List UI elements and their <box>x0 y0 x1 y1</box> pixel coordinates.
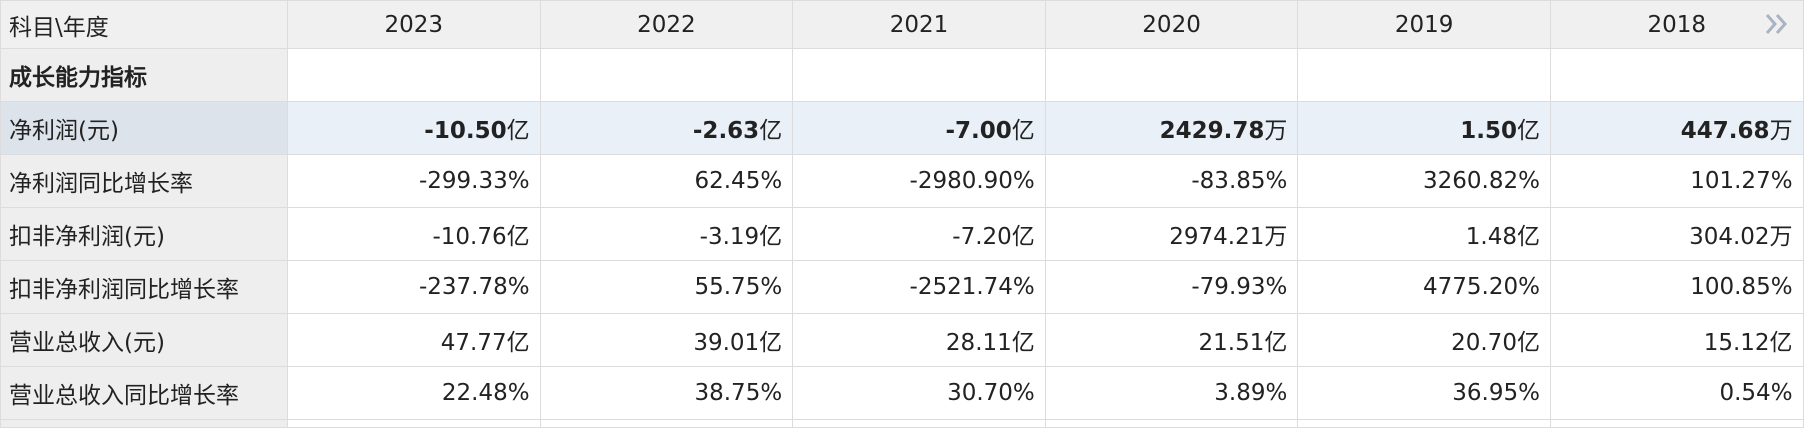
value-cell: 30.70% <box>792 366 1046 420</box>
value-cell: -83.85% <box>1044 154 1299 208</box>
value-number: -2.63 <box>692 118 760 144</box>
value-unit: 亿 <box>506 118 530 144</box>
data-row: 扣非净利润(元) -10.76亿 -3.19亿 -7.20亿 2974.21万 1.48亿… <box>0 207 1804 261</box>
value-cell: 15.12亿 <box>1549 313 1804 367</box>
value-cell: 1.50亿 <box>1297 101 1551 155</box>
value-number: 2429.78 <box>1159 118 1265 144</box>
row-label: 营业总收入(元) <box>0 313 288 367</box>
header-row: 科目\年度 2023 2022 2021 2020 2019 2018 <box>0 0 1804 49</box>
year-cell: 2020 <box>1044 0 1299 49</box>
data-row: 净利润同比增长率 -299.33% 62.45% -2980.90% -83.85% 32… <box>0 154 1804 208</box>
value-cell: -79.93% <box>1044 260 1299 314</box>
value-cell: -237.78% <box>287 260 541 314</box>
value-cell: -2.63亿 <box>539 101 794 155</box>
value-cell: 28.11亿 <box>792 313 1046 367</box>
data-row: 营业总收入(元) 47.77亿 39.01亿 28.11亿 21.51亿 20.70亿 15… <box>0 313 1804 367</box>
empty-cell <box>287 48 541 102</box>
value-cell: 20.70亿 <box>1297 313 1551 367</box>
value-cell: 22.48% <box>287 366 541 420</box>
empty-cell <box>1549 419 1804 428</box>
value-cell: -2521.74% <box>792 260 1046 314</box>
value-cell: -2980.90% <box>792 154 1046 208</box>
value-cell: 0.54% <box>1549 366 1804 420</box>
value-cell: 39.01亿 <box>539 313 794 367</box>
row-label: 扣非净利润同比增长率 <box>0 260 288 314</box>
year-cell: 2023 <box>287 0 541 49</box>
year-cell: 2021 <box>792 0 1046 49</box>
corner-cell: 科目\年度 <box>0 0 288 49</box>
value-unit: 亿 <box>1516 118 1540 144</box>
value-cell: 1.48亿 <box>1297 207 1551 261</box>
value-cell: 2974.21万 <box>1044 207 1299 261</box>
value-cell: -299.33% <box>287 154 541 208</box>
row-label: 净利润(元) <box>0 101 288 155</box>
empty-cell <box>1549 48 1804 102</box>
section-row: 成长能力指标 <box>0 48 1804 102</box>
value-unit: 万 <box>1769 118 1793 144</box>
value-number: 1.50 <box>1460 118 1517 144</box>
value-cell: 21.51亿 <box>1044 313 1299 367</box>
value-unit: 亿 <box>759 118 783 144</box>
value-cell: 101.27% <box>1549 154 1804 208</box>
data-row: 营业总收入同比增长率 22.48% 38.75% 30.70% 3.89% 36.95% 0… <box>0 366 1804 420</box>
value-cell: -3.19亿 <box>539 207 794 261</box>
year-cell: 2022 <box>539 0 794 49</box>
row-label: 营业总收入同比增长率 <box>0 366 288 420</box>
value-cell: 4775.20% <box>1297 260 1551 314</box>
empty-cell <box>1044 419 1299 428</box>
more-button[interactable] <box>1764 12 1790 36</box>
row-label: 净利润同比增长率 <box>0 154 288 208</box>
value-cell: 100.85% <box>1549 260 1804 314</box>
value-cell: 447.68万 <box>1549 101 1804 155</box>
data-row: 扣非净利润同比增长率 -237.78% 55.75% -2521.74% -79.93%… <box>0 260 1804 314</box>
value-number: 447.68 <box>1680 118 1770 144</box>
value-cell: 36.95% <box>1297 366 1551 420</box>
value-cell: -10.50亿 <box>287 101 541 155</box>
highlight-row: 净利润(元) -10.50亿 -2.63亿 -7.00亿 2429.78万 1.50亿 44… <box>0 101 1804 155</box>
value-cell: -10.76亿 <box>287 207 541 261</box>
empty-cell <box>1044 48 1299 102</box>
value-cell: 38.75% <box>539 366 794 420</box>
empty-cell <box>1297 419 1551 428</box>
value-cell: 2429.78万 <box>1044 101 1299 155</box>
value-number: -7.00 <box>945 118 1012 144</box>
value-cell: 3.89% <box>1044 366 1299 420</box>
value-number: -10.50 <box>424 118 507 144</box>
value-cell: 304.02万 <box>1549 207 1804 261</box>
empty-cell <box>287 419 541 428</box>
partial-row <box>0 419 1804 428</box>
section-label: 成长能力指标 <box>0 48 288 102</box>
value-cell: -7.20亿 <box>792 207 1046 261</box>
year-cell: 2018 <box>1549 0 1804 49</box>
row-label: 扣非净利润(元) <box>0 207 288 261</box>
value-cell: 62.45% <box>539 154 794 208</box>
year-cell: 2019 <box>1297 0 1551 49</box>
value-unit: 万 <box>1264 118 1288 144</box>
empty-cell <box>539 419 794 428</box>
empty-cell <box>0 419 288 428</box>
value-cell: 3260.82% <box>1297 154 1551 208</box>
value-cell: -7.00亿 <box>792 101 1046 155</box>
value-cell: 47.77亿 <box>287 313 541 367</box>
value-unit: 亿 <box>1011 118 1035 144</box>
empty-cell <box>792 419 1046 428</box>
empty-cell <box>792 48 1046 102</box>
value-cell: 55.75% <box>539 260 794 314</box>
empty-cell <box>539 48 794 102</box>
empty-cell <box>1297 48 1551 102</box>
